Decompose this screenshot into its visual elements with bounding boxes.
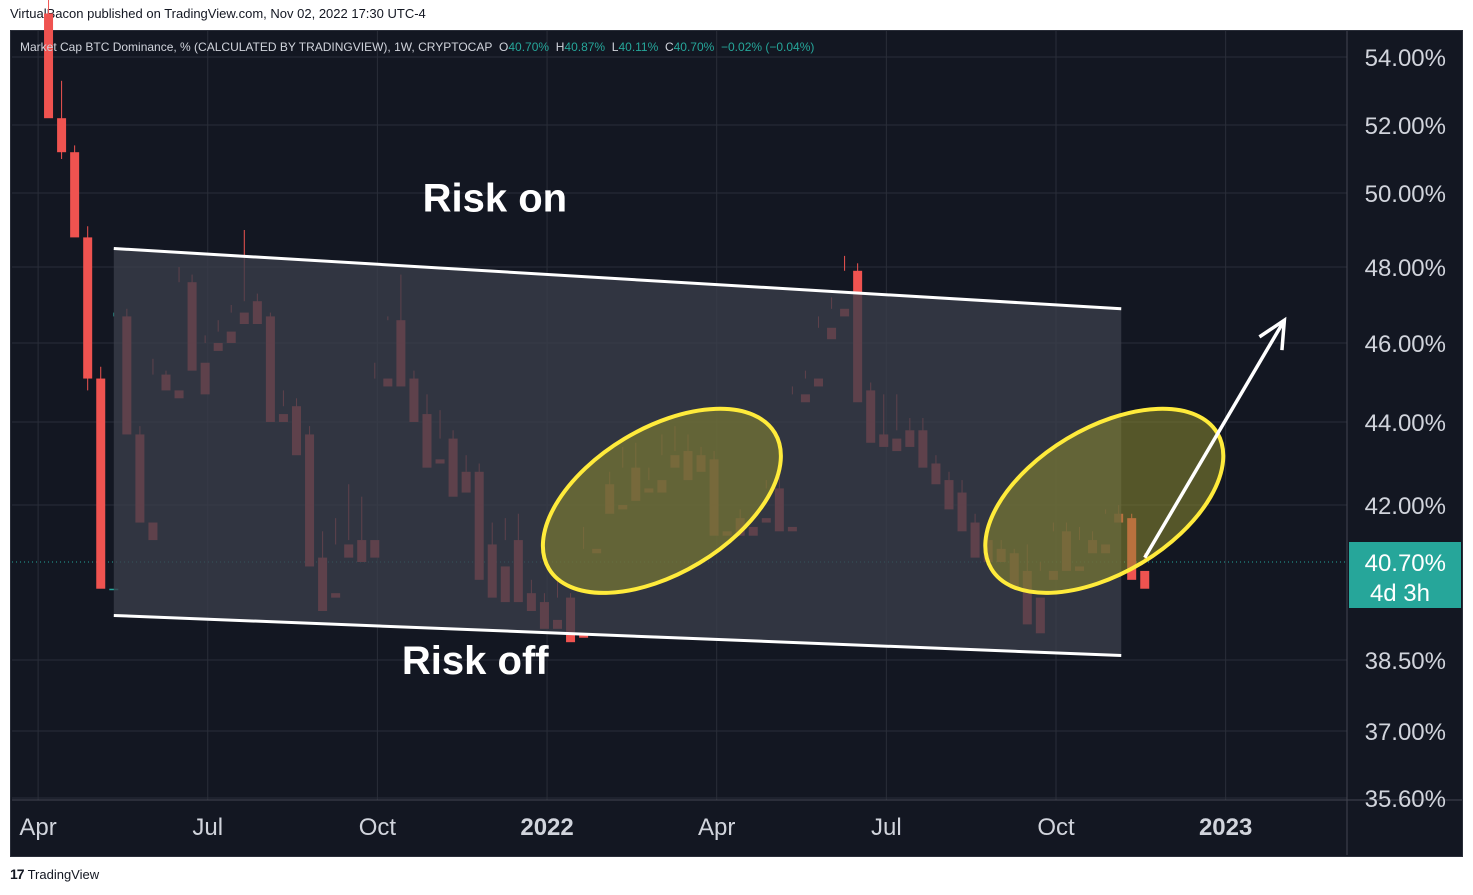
y-tick-label: 46.00% [1365, 331, 1446, 358]
candle-body [96, 378, 106, 589]
candle-body [57, 118, 67, 153]
y-tick-label: 50.00% [1365, 181, 1446, 208]
channel-lower-line [113, 613, 1122, 658]
x-tick-label: Jul [871, 814, 902, 841]
x-tick-label: Oct [359, 814, 397, 841]
tradingview-logo-icon: 17 [10, 866, 25, 882]
y-tick-label: 54.00% [1365, 45, 1446, 72]
candle-body [70, 152, 80, 238]
low-value: 40.11% [618, 40, 659, 54]
arrow-shaft [1143, 319, 1286, 559]
footer: 17 TradingView [10, 866, 99, 882]
y-tick-label: 35.60% [1365, 786, 1446, 813]
annotation-layer: Risk on Risk off [402, 177, 1287, 683]
channel-upper-line [113, 247, 1122, 311]
symbol-name: Market Cap BTC Dominance, % (CALCULATED … [20, 40, 493, 54]
change-value: −0.02% (−0.04%) [721, 40, 815, 54]
y-tick-label: 37.00% [1365, 719, 1446, 746]
last-price-countdown: 4d 3h [1370, 580, 1430, 607]
annotation-label: Risk off [402, 639, 549, 683]
last-price-tag [1349, 542, 1461, 608]
y-tick-label: 38.50% [1365, 648, 1446, 675]
brand-name: TradingView [27, 866, 100, 882]
highlight-ellipse [540, 406, 783, 595]
axis-layer: 54.00% 52.00% 50.00% 48.00% 46.00% 44.00% 42.0… [12, 31, 1462, 855]
close-label: C [664, 40, 674, 54]
low-label: L [611, 40, 619, 54]
candle-body [83, 237, 93, 379]
y-tick-label: 42.00% [1365, 493, 1446, 520]
open-value: 40.70% [508, 40, 550, 54]
high-value: 40.87% [564, 40, 606, 54]
x-tick-label: Apr [19, 814, 56, 841]
symbol-info-line: Market Cap BTC Dominance, % (CALCULATED … [20, 40, 814, 54]
high-label: H [555, 40, 565, 54]
last-price-value: 40.70% [1365, 550, 1446, 577]
open-label: O [499, 40, 509, 54]
y-tick-label: 44.00% [1365, 410, 1446, 437]
x-tick-label: Jul [192, 814, 223, 841]
close-value: 40.70% [673, 40, 715, 54]
candle-body [44, 13, 54, 119]
y-tick-label: 48.00% [1365, 255, 1446, 282]
candle-body [1140, 570, 1150, 589]
x-tick-label: Apr [698, 814, 735, 841]
x-tick-label: Oct [1037, 814, 1075, 841]
arrow-head [1258, 316, 1287, 351]
annotation-label: Risk on [423, 177, 567, 221]
y-tick-label: 52.00% [1365, 113, 1446, 140]
x-tick-label: 2022 [520, 814, 573, 841]
publisher-line: VirtualBacon published on TradingView.co… [10, 6, 426, 21]
x-tick-label: 2023 [1199, 814, 1252, 841]
